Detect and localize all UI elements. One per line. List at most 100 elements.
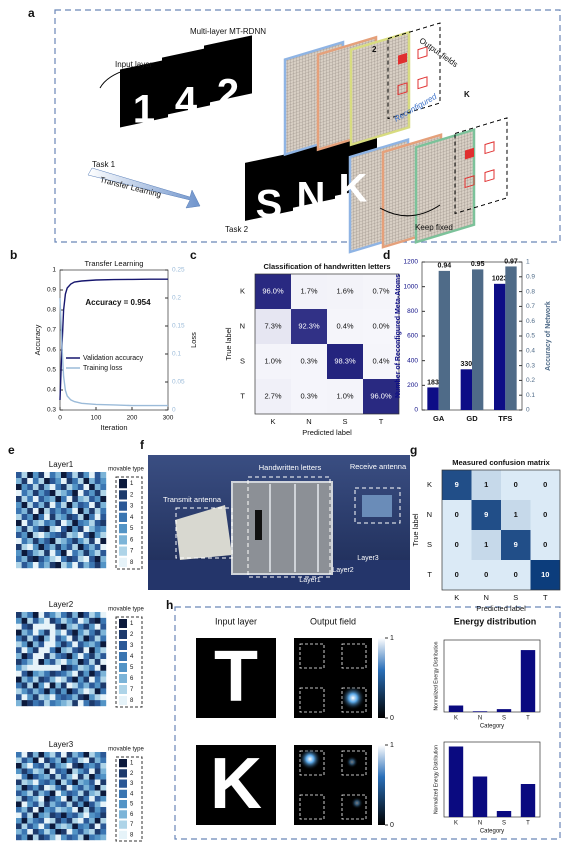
colorbar xyxy=(378,745,385,825)
grid-cell xyxy=(61,774,67,780)
grid-cell xyxy=(55,812,62,819)
y-tick-label: 0.3 xyxy=(526,362,535,369)
y-tick-label: 0.5 xyxy=(526,333,535,340)
grid-cell xyxy=(32,550,39,557)
grid-cell xyxy=(72,670,79,677)
cell-label: 1.6% xyxy=(336,286,353,295)
grid-cell xyxy=(49,629,56,636)
bar xyxy=(472,711,488,712)
grid-cell xyxy=(27,629,34,636)
grid-cell xyxy=(27,700,34,707)
grid-cell xyxy=(72,829,79,835)
input-tile xyxy=(204,35,252,104)
grid-cell xyxy=(49,490,56,497)
input-tile xyxy=(287,140,335,209)
grid-cell xyxy=(27,688,34,695)
grid-cell xyxy=(16,641,22,648)
colorbar-swatch xyxy=(119,789,127,798)
grid-cell xyxy=(61,801,67,808)
grid-cell xyxy=(77,796,84,802)
grid-cell xyxy=(89,538,95,545)
grid-cell xyxy=(77,623,84,630)
grid-cell xyxy=(27,774,34,780)
grid-cell xyxy=(21,682,28,689)
grid-cell xyxy=(38,484,45,491)
grid-cell xyxy=(38,629,45,636)
grid-cell xyxy=(16,556,22,563)
diagram-label: Task 2 xyxy=(225,225,249,234)
series-line xyxy=(59,278,168,401)
colorbar-tick-label: 1 xyxy=(130,621,134,627)
y-tick-label: 0 xyxy=(172,407,176,414)
grid-cell xyxy=(32,812,39,819)
grid-cell xyxy=(21,796,28,802)
grid-cell xyxy=(100,676,107,683)
legend-label: Validation accuracy xyxy=(83,355,144,362)
grid-cell xyxy=(89,801,95,808)
grid-cell xyxy=(21,641,28,648)
grid-cell xyxy=(55,779,62,786)
grid-cell xyxy=(55,807,62,813)
colorbar-tick-label: 0 xyxy=(390,715,394,722)
grid-cell xyxy=(38,670,45,677)
grid-cell xyxy=(94,834,101,841)
grid-cell xyxy=(16,484,22,491)
grid-cell xyxy=(27,647,34,654)
plot-frame xyxy=(59,269,169,411)
cell-label: 0 xyxy=(455,570,459,579)
grid-cell xyxy=(94,544,101,551)
x-tick-label: GA xyxy=(433,414,445,423)
grid-cell xyxy=(49,757,56,764)
diagram-label: Keep fixed xyxy=(415,223,453,232)
grid-cell xyxy=(66,823,73,830)
grid-cell xyxy=(83,694,90,701)
grid-cell xyxy=(66,502,73,509)
grid-cell xyxy=(61,829,67,835)
grid-cell xyxy=(72,478,79,485)
grid-cell xyxy=(89,556,95,563)
grid-cell xyxy=(77,670,84,677)
grid-cell xyxy=(72,508,79,515)
transmit-antenna xyxy=(175,505,232,560)
grid-cell xyxy=(100,641,107,648)
grid-cell xyxy=(72,496,79,503)
grid-cell xyxy=(49,801,56,808)
grid-cell xyxy=(72,550,79,557)
grid-cell xyxy=(27,526,34,533)
bar xyxy=(438,270,450,410)
colorbar-tick-label: 0 xyxy=(390,822,394,829)
grid-cell xyxy=(21,790,28,797)
grid-cell xyxy=(100,807,107,813)
grid-cell xyxy=(32,556,39,563)
colorbar-swatch xyxy=(119,557,127,567)
grid-cell xyxy=(16,617,22,624)
grid-cell xyxy=(89,834,95,841)
grid-cell xyxy=(49,562,56,569)
chart-title: Transfer Learning xyxy=(85,259,144,268)
grid-cell xyxy=(49,664,56,671)
grid-cell xyxy=(83,502,90,509)
grid-cell xyxy=(44,785,50,791)
grid-cell xyxy=(38,508,45,515)
grid-cell xyxy=(100,682,107,689)
grid-cell xyxy=(83,779,90,786)
matrix-cell xyxy=(327,344,363,379)
grid-cell xyxy=(44,550,50,557)
grid-cell xyxy=(66,682,73,689)
grid-cell xyxy=(55,508,62,515)
panel-label: f xyxy=(140,438,145,452)
grid-cell xyxy=(16,807,22,813)
cell-label: 0.3% xyxy=(300,391,317,400)
grid-cell xyxy=(83,623,90,630)
y-tick-label: 0.25 xyxy=(172,267,185,274)
grid-cell xyxy=(83,670,90,677)
grid-cell xyxy=(44,472,50,479)
grid-cell xyxy=(32,490,39,497)
annotation: Accuracy = 0.954 xyxy=(85,298,151,307)
grid-cell xyxy=(61,520,67,527)
grid-cell xyxy=(94,556,101,563)
grid-cell xyxy=(44,682,50,689)
colorbar-frame xyxy=(115,616,143,708)
grid-cell xyxy=(38,834,45,841)
grid-cell xyxy=(100,538,107,545)
